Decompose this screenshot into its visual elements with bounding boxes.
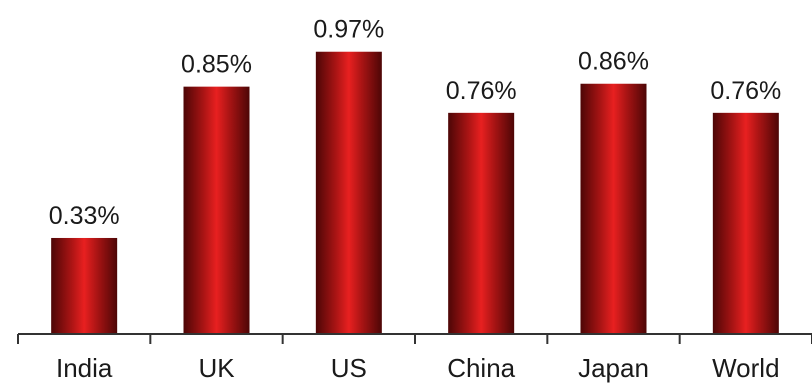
x-axis-ticks [17,334,812,344]
category-label-china: China [447,353,515,383]
value-label-uk: 0.85% [181,51,252,79]
value-label-us: 0.97% [313,16,384,44]
bars-layer [51,51,779,335]
bar-uk [183,86,250,335]
bar-india [51,237,118,334]
value-label-world: 0.76% [710,77,781,105]
value-label-china: 0.76% [446,77,517,105]
category-labels-layer: India UK US China Japan World [56,353,780,383]
bar-japan [580,83,647,335]
category-label-india: India [56,353,113,383]
bar-world [712,112,779,334]
value-labels-layer: 0.33% 0.85% 0.97% 0.76% 0.86% 0.76% [49,16,782,230]
category-label-us: US [331,353,367,383]
value-label-japan: 0.86% [578,48,649,76]
category-label-uk: UK [198,353,235,383]
category-label-world: World [712,353,779,383]
bar-us [315,51,382,334]
value-label-india: 0.33% [49,202,120,230]
bar-china [448,112,515,334]
category-label-japan: Japan [578,353,649,383]
